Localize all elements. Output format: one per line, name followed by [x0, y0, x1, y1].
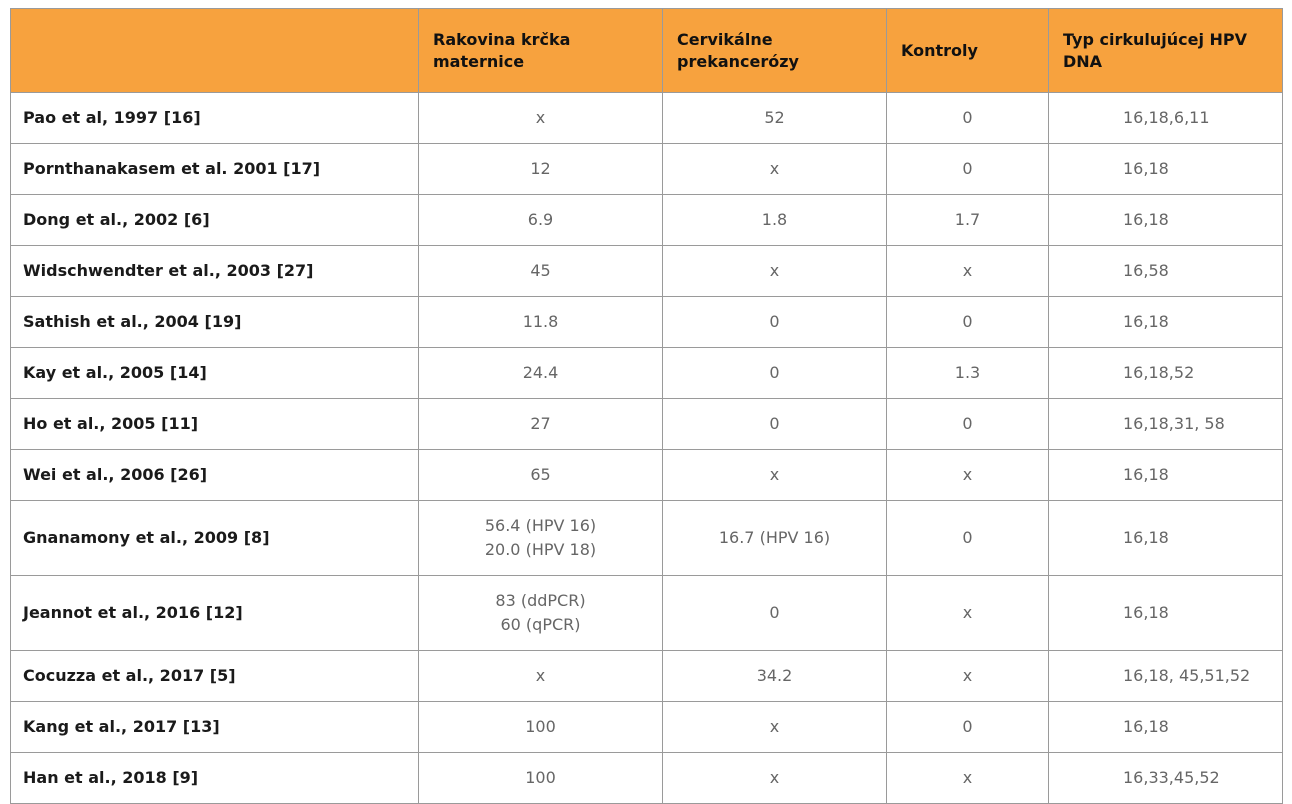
table-row: Han et al., 2018 [9] 100 x x 16,33,45,52: [10, 752, 1283, 804]
cell: 12: [418, 143, 663, 195]
header-cell: Cervikálne prekancerózy: [662, 8, 887, 93]
table-row: Kang et al., 2017 [13] 100 x 0 16,18: [10, 701, 1283, 753]
cell: 0: [662, 398, 887, 450]
table-row: Ho et al., 2005 [11] 27 0 0 16,18,31, 58: [10, 398, 1283, 450]
cell: 0: [662, 296, 887, 348]
cell: 16,18,31, 58: [1048, 398, 1283, 450]
cell: 1.7: [886, 194, 1049, 246]
cell: x: [662, 245, 887, 297]
cell: x: [418, 92, 663, 144]
header-cell: Rakovina krčka maternice: [418, 8, 663, 93]
cell: 0: [886, 701, 1049, 753]
cell: 1.3: [886, 347, 1049, 399]
cell: 24.4: [418, 347, 663, 399]
cell: 0: [662, 575, 887, 651]
cell-line: 83 (ddPCR): [495, 591, 586, 610]
cell: 56.4 (HPV 16) 20.0 (HPV 18): [418, 500, 663, 576]
cell: 16,58: [1048, 245, 1283, 297]
row-label: Wei et al., 2006 [26]: [10, 449, 419, 501]
cell: 16,18: [1048, 500, 1283, 576]
cell: x: [662, 752, 887, 804]
cell: 16.7 (HPV 16): [662, 500, 887, 576]
cell: 27: [418, 398, 663, 450]
cell: 6.9: [418, 194, 663, 246]
table-row: Sathish et al., 2004 [19] 11.8 0 0 16,18: [10, 296, 1283, 348]
cell: 1.8: [662, 194, 887, 246]
cell: 0: [886, 398, 1049, 450]
cell: x: [886, 245, 1049, 297]
table-row: Dong et al., 2002 [6] 6.9 1.8 1.7 16,18: [10, 194, 1283, 246]
cell: x: [662, 701, 887, 753]
row-label: Cocuzza et al., 2017 [5]: [10, 650, 419, 702]
table-row: Cocuzza et al., 2017 [5] x 34.2 x 16,18, 45,…: [10, 650, 1283, 702]
row-label: Widschwendter et al., 2003 [27]: [10, 245, 419, 297]
table-row: Pao et al, 1997 [16] x 52 0 16,18,6,11: [10, 92, 1283, 144]
cell-line: 20.0 (HPV 18): [484, 540, 597, 559]
cell: 11.8: [418, 296, 663, 348]
table-row: Kay et al., 2005 [14] 24.4 0 1.3 16,18,52: [10, 347, 1283, 399]
cell: 52: [662, 92, 887, 144]
cell: 16,18,6,11: [1048, 92, 1283, 144]
cell: x: [886, 575, 1049, 651]
row-label: Sathish et al., 2004 [19]: [10, 296, 419, 348]
cell: 45: [418, 245, 663, 297]
cell: 0: [886, 296, 1049, 348]
row-label: Han et al., 2018 [9]: [10, 752, 419, 804]
cell: 65: [418, 449, 663, 501]
row-label: Gnanamony et al., 2009 [8]: [10, 500, 419, 576]
cell: 0: [886, 500, 1049, 576]
header-row: Rakovina krčka maternice Cervikálne preka…: [10, 8, 1283, 93]
row-label: Ho et al., 2005 [11]: [10, 398, 419, 450]
cell-line: 60 (qPCR): [500, 615, 581, 634]
cell: 16,18: [1048, 575, 1283, 651]
cell: 16,18,52: [1048, 347, 1283, 399]
table-row: Widschwendter et al., 2003 [27] 45 x x 16,58: [10, 245, 1283, 297]
table-row: Pornthanakasem et al. 2001 [17] 12 x 0 16,18: [10, 143, 1283, 195]
cell: 0: [662, 347, 887, 399]
cell: 83 (ddPCR) 60 (qPCR): [418, 575, 663, 651]
cell: 100: [418, 701, 663, 753]
cell: x: [886, 650, 1049, 702]
data-table: Rakovina krčka maternice Cervikálne preka…: [10, 8, 1283, 804]
cell: 16,18: [1048, 449, 1283, 501]
cell: 0: [886, 143, 1049, 195]
cell: x: [886, 752, 1049, 804]
table-row: Jeannot et al., 2016 [12] 83 (ddPCR) 60 (q…: [10, 575, 1283, 651]
cell: 16,18: [1048, 701, 1283, 753]
row-label: Jeannot et al., 2016 [12]: [10, 575, 419, 651]
cell: 100: [418, 752, 663, 804]
row-label: Pornthanakasem et al. 2001 [17]: [10, 143, 419, 195]
cell: x: [886, 449, 1049, 501]
row-label: Dong et al., 2002 [6]: [10, 194, 419, 246]
cell: x: [662, 449, 887, 501]
table-body: Pao et al, 1997 [16] x 52 0 16,18,6,11 Pornth…: [10, 92, 1283, 804]
cell: 16,18, 45,51,52: [1048, 650, 1283, 702]
header-cell: Kontroly: [886, 8, 1049, 93]
cell: 0: [886, 92, 1049, 144]
row-label: Kang et al., 2017 [13]: [10, 701, 419, 753]
row-label: Pao et al, 1997 [16]: [10, 92, 419, 144]
cell: 16,33,45,52: [1048, 752, 1283, 804]
header-cell: Typ cirkulujúcej HPV DNA: [1048, 8, 1283, 93]
table-row: Wei et al., 2006 [26] 65 x x 16,18: [10, 449, 1283, 501]
row-label: Kay et al., 2005 [14]: [10, 347, 419, 399]
cell-line: 56.4 (HPV 16): [484, 516, 597, 535]
cell: x: [662, 143, 887, 195]
cell: 16,18: [1048, 296, 1283, 348]
table-row: Gnanamony et al., 2009 [8] 56.4 (HPV 16) 2…: [10, 500, 1283, 576]
cell: 34.2: [662, 650, 887, 702]
cell: 16,18: [1048, 194, 1283, 246]
header-cell: [10, 8, 419, 93]
cell: x: [418, 650, 663, 702]
cell: 16,18: [1048, 143, 1283, 195]
